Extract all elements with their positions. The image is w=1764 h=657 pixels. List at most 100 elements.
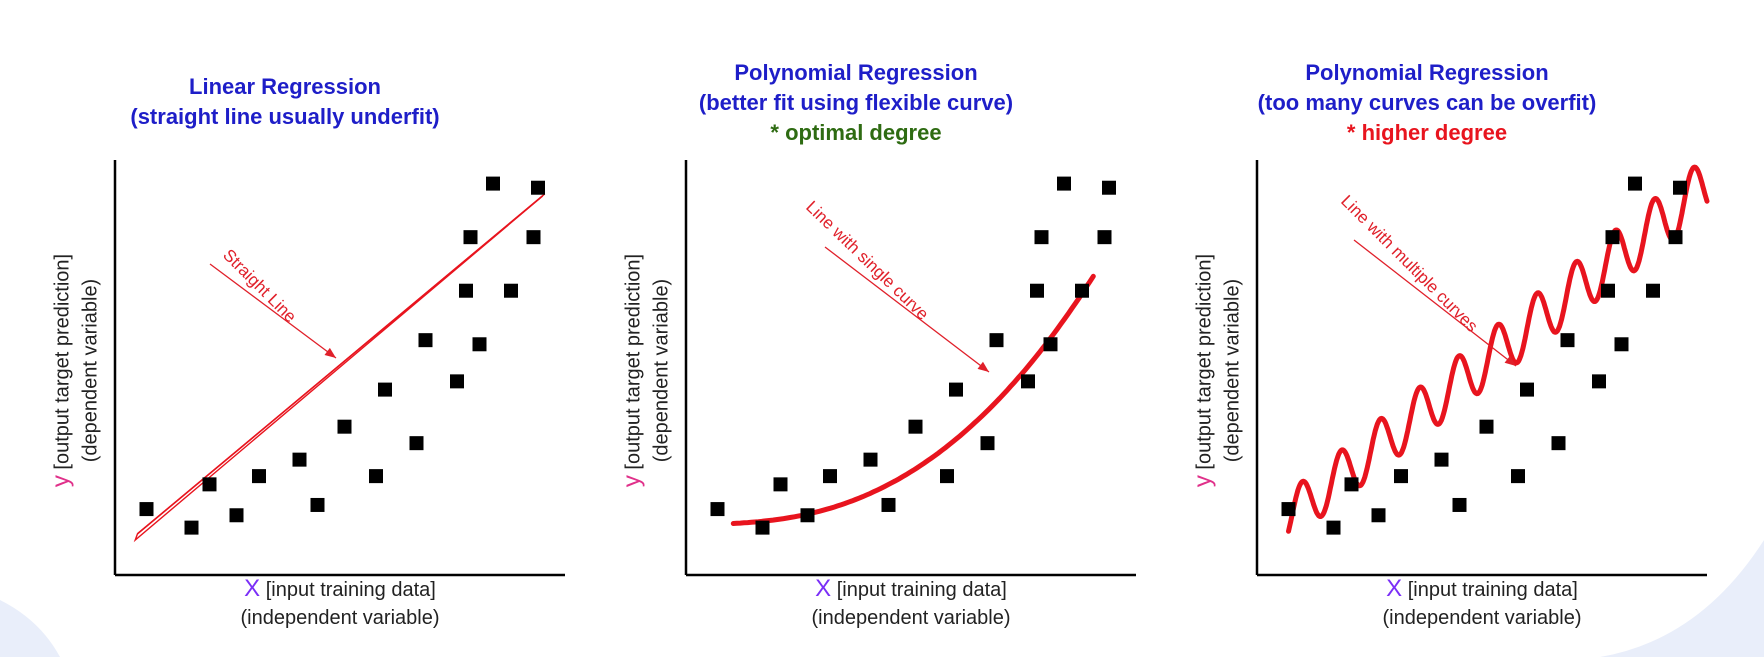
data-point <box>1646 283 1660 298</box>
y-variable: y <box>47 475 75 488</box>
data-point <box>526 230 541 245</box>
data-point <box>229 508 244 523</box>
data-point <box>1075 283 1089 298</box>
single-curve-icon <box>730 273 1096 526</box>
data-point <box>863 452 878 467</box>
y-axis-subtext: (dependent variable) <box>1221 278 1244 463</box>
x-axis-label: X [input training data] (independent var… <box>115 575 565 632</box>
data-point <box>1326 520 1341 535</box>
x-variable: X <box>1386 575 1403 602</box>
data-point <box>337 419 352 434</box>
y-variable: y <box>618 475 646 488</box>
polynomial-overfit-title: Polynomial Regression (too many curves c… <box>1142 58 1712 148</box>
x-axis-label: X [input training data] (independent var… <box>686 575 1136 632</box>
linear-regression-plot: Straight Line <box>113 160 565 577</box>
polynomial-optimal-title: Polynomial Regression (better fit using … <box>571 58 1141 148</box>
data-point <box>1614 337 1629 352</box>
data-point <box>1281 502 1296 517</box>
data-point <box>980 436 995 451</box>
data-point <box>409 436 424 451</box>
annotation-arrow <box>209 263 337 359</box>
data-point <box>1605 230 1620 245</box>
data-point <box>252 469 266 484</box>
annotation-arrow <box>1353 239 1517 367</box>
title-subtitle: (too many curves can be overfit) <box>1257 90 1597 115</box>
data-point <box>1371 508 1386 523</box>
data-point <box>881 497 896 512</box>
data-point <box>940 469 954 484</box>
panel-polynomial-optimal: Line with single curve Polynomial Regres… <box>571 0 1141 657</box>
x-axis-label: X [input training data] (independent var… <box>1257 575 1707 632</box>
title-subtitle: (better fit using flexible curve) <box>698 90 1014 115</box>
data-point <box>378 382 392 397</box>
title-main: Polynomial Regression <box>1305 60 1549 85</box>
data-point <box>463 230 478 245</box>
multiple-curves-icon <box>1286 164 1710 534</box>
data-point <box>710 502 725 517</box>
data-point <box>1511 469 1525 484</box>
data-point <box>908 419 923 434</box>
title-main: Linear Regression <box>189 74 381 99</box>
data-point <box>531 180 545 195</box>
annotation-arrow <box>824 246 990 373</box>
data-point <box>450 374 464 389</box>
polynomial-optimal-plot: Line with single curve <box>684 160 1136 577</box>
data-point <box>1479 419 1494 434</box>
y-axis-subtext: (dependent variable) <box>79 278 102 463</box>
data-point <box>1057 176 1071 191</box>
data-point <box>1520 382 1534 397</box>
data-point <box>1628 176 1642 191</box>
data-point <box>504 283 518 298</box>
data-point <box>369 469 383 484</box>
data-point <box>1673 180 1687 195</box>
data-point <box>1344 477 1359 492</box>
title-note: * higher degree <box>1346 120 1508 145</box>
x-axis-text: [input training data] <box>1407 579 1578 601</box>
polynomial-overfit-plot: Line with multiple curves <box>1255 160 1710 577</box>
data-point <box>823 469 837 484</box>
x-variable: X <box>244 575 261 602</box>
fit-line <box>136 195 544 535</box>
data-point <box>949 382 963 397</box>
annotation-text: Line with multiple curves <box>1337 191 1481 335</box>
data-point <box>472 337 487 352</box>
annotation-arrow-head <box>977 361 989 372</box>
data-point <box>459 283 473 298</box>
title-main: Polynomial Regression <box>734 60 978 85</box>
y-axis-label: y [output target prediction] (dependent … <box>1190 191 1247 551</box>
data-point <box>310 497 325 512</box>
data-point <box>292 452 307 467</box>
title-note: * optimal degree <box>770 120 942 145</box>
data-point <box>1668 230 1683 245</box>
data-point <box>1601 283 1615 298</box>
data-point <box>486 176 500 191</box>
data-point <box>755 520 770 535</box>
data-point <box>1102 180 1116 195</box>
x-axis-text: [input training data] <box>836 579 1007 601</box>
data-point <box>1592 374 1606 389</box>
y-axis-subtext: (dependent variable) <box>650 278 673 463</box>
data-point <box>1030 283 1044 298</box>
title-subtitle: (straight line usually underfit) <box>130 104 440 129</box>
data-point <box>184 520 199 535</box>
x-axis-subtext: (independent variable) <box>1382 607 1582 629</box>
data-point <box>1452 497 1467 512</box>
linear-regression-title: Linear Regression (straight line usually… <box>0 72 570 132</box>
y-axis-label: y [output target prediction] (dependent … <box>619 191 676 551</box>
data-point <box>989 333 1004 348</box>
data-point <box>800 508 815 523</box>
data-point <box>139 502 154 517</box>
y-axis-text: [output target prediction] <box>51 253 74 470</box>
data-point <box>1021 374 1035 389</box>
data-point <box>773 477 788 492</box>
annotation-arrow-head <box>324 347 336 358</box>
data-point <box>418 333 433 348</box>
y-axis-text: [output target prediction] <box>1193 253 1216 470</box>
data-point <box>1560 333 1575 348</box>
data-point <box>1394 469 1408 484</box>
data-point <box>1034 230 1049 245</box>
x-axis-subtext: (independent variable) <box>240 607 440 629</box>
annotation-text: Line with single curve <box>802 197 932 324</box>
data-point <box>1043 337 1058 352</box>
